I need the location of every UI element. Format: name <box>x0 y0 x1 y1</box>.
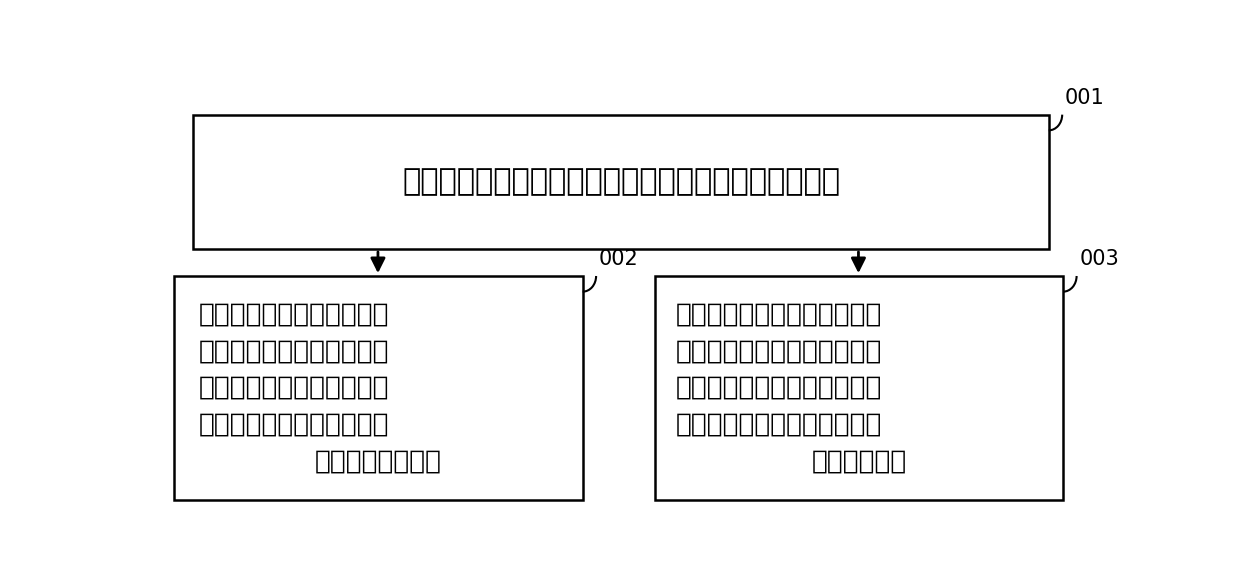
Text: 基于多个泥页岩盖层样品的有: 基于多个泥页岩盖层样品的有 <box>676 301 882 328</box>
Text: 页岩盖层样品的突破压力值，: 页岩盖层样品的突破压力值， <box>676 375 882 401</box>
Text: 003: 003 <box>1080 249 1120 269</box>
Text: 力之间的拟合关系: 力之间的拟合关系 <box>315 449 441 474</box>
FancyBboxPatch shape <box>193 115 1049 249</box>
Text: 确定有效孔隙度与突破压力之: 确定有效孔隙度与突破压力之 <box>676 412 882 438</box>
Text: 分别获取多个泥页岩盖层样品的总孔隙度和有效孔隙度: 分别获取多个泥页岩盖层样品的总孔隙度和有效孔隙度 <box>402 168 839 196</box>
Text: 值，确定总孔隙度与突破压: 值，确定总孔隙度与突破压 <box>198 412 389 438</box>
Text: 001: 001 <box>1065 88 1105 108</box>
Text: 总孔隙度的值和各自对应的: 总孔隙度的值和各自对应的 <box>198 338 389 364</box>
FancyBboxPatch shape <box>655 276 1063 500</box>
Text: 间的拟合关系: 间的拟合关系 <box>811 449 906 474</box>
FancyBboxPatch shape <box>174 276 583 500</box>
Text: 002: 002 <box>599 249 639 269</box>
Text: 效孔隙度的值和各自对应的泥: 效孔隙度的值和各自对应的泥 <box>676 338 882 364</box>
Text: 根据多个泥页岩盖层样品的: 根据多个泥页岩盖层样品的 <box>198 301 389 328</box>
Text: 泥页岩盖层样品的突破压力: 泥页岩盖层样品的突破压力 <box>198 375 389 401</box>
